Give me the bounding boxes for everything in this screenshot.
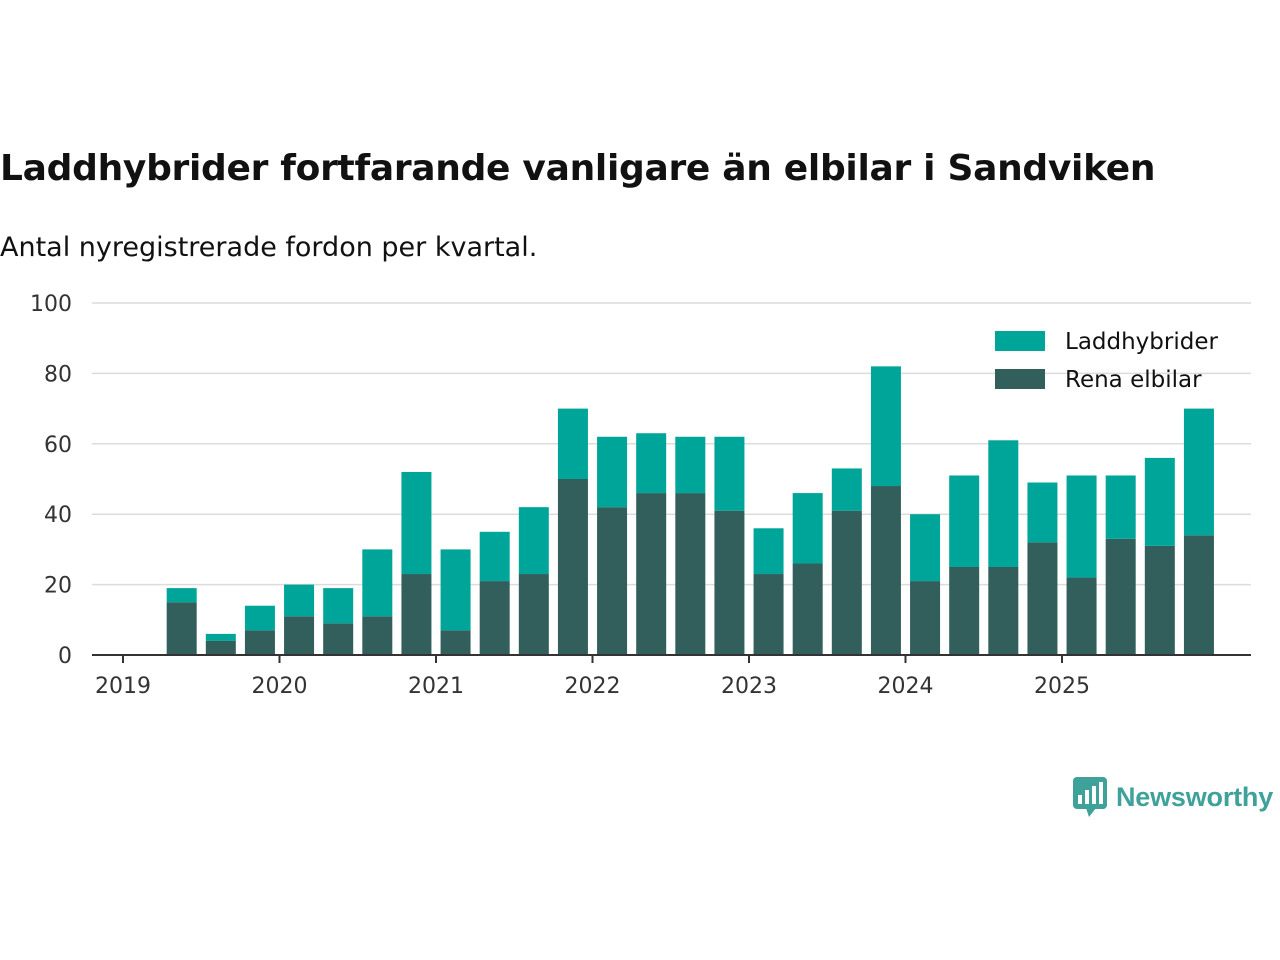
newsworthy-logo: Newsworthy (1072, 776, 1273, 818)
legend-swatch-rena-elbilar (995, 369, 1045, 389)
bar-laddhybrider (831, 468, 862, 511)
bar-rena-elbilar (597, 507, 628, 655)
bar-rena-elbilar (401, 574, 432, 655)
chart-subtitle: Antal nyregistrerade fordon per kvartal. (0, 232, 538, 263)
bar-rena-elbilar (1144, 545, 1175, 655)
bar-rena-elbilar (988, 567, 1019, 655)
bar-rena-elbilar (675, 493, 706, 655)
bar-laddhybrider (362, 549, 393, 617)
bar-rena-elbilar (166, 602, 197, 655)
bar-rena-elbilar (440, 630, 471, 655)
bar-laddhybrider (1183, 408, 1214, 536)
newsworthy-logo-icon (1073, 777, 1107, 817)
bar-laddhybrider (1027, 482, 1058, 543)
y-tick-label: 60 (44, 433, 72, 458)
bar-rena-elbilar (557, 479, 588, 655)
y-axis-ticks: 0 20 40 60 80 100 (30, 292, 72, 669)
bar-laddhybrider (753, 528, 784, 575)
bar-rena-elbilar (323, 623, 354, 655)
x-tick-label: 2023 (721, 674, 777, 699)
legend-label-rena-elbilar: Rena elbilar (1065, 367, 1202, 393)
y-tick-label: 40 (44, 503, 72, 528)
x-tick-label: 2022 (565, 674, 621, 699)
bar-laddhybrider (440, 549, 471, 631)
bar-rena-elbilar (1183, 535, 1214, 655)
bar-rena-elbilar (792, 563, 823, 655)
y-tick-label: 0 (58, 644, 72, 669)
bar-laddhybrider (557, 408, 588, 479)
bar-rena-elbilar (753, 574, 784, 655)
x-tick-label: 2024 (878, 674, 934, 699)
bar-rena-elbilar (244, 630, 275, 655)
y-tick-label: 80 (44, 362, 72, 387)
bar-laddhybrider (401, 471, 432, 575)
bar-laddhybrider (479, 531, 510, 582)
bar-laddhybrider (244, 605, 275, 631)
bar-laddhybrider (323, 588, 354, 624)
bar-rena-elbilar (1027, 542, 1058, 655)
bar-laddhybrider (910, 514, 941, 582)
bar-laddhybrider (949, 475, 980, 567)
bar-laddhybrider (205, 633, 236, 641)
legend-swatch-laddhybrider (995, 331, 1045, 351)
bar-rena-elbilar (910, 581, 941, 655)
bar-rena-elbilar (518, 574, 549, 655)
bar-laddhybrider (988, 440, 1019, 567)
bar-rena-elbilar (205, 640, 236, 655)
legend-label-laddhybrider: Laddhybrider (1065, 329, 1218, 355)
bar-laddhybrider (1105, 475, 1136, 539)
x-axis-ticks: 2019 2020 2021 2022 2023 2024 2025 (95, 655, 1090, 699)
bar-laddhybrider (1066, 475, 1097, 578)
bar-rena-elbilar (870, 486, 901, 655)
legend: Laddhybrider Rena elbilar (995, 329, 1218, 393)
bars (166, 366, 1214, 655)
bar-rena-elbilar (284, 616, 315, 655)
bar-rena-elbilar (949, 567, 980, 655)
bar-rena-elbilar (479, 581, 510, 655)
bar-rena-elbilar (636, 493, 667, 655)
bar-laddhybrider (636, 433, 667, 494)
bar-laddhybrider (792, 493, 823, 564)
newsworthy-brand-name: Newsworthy (1116, 781, 1274, 812)
bar-laddhybrider (870, 366, 901, 487)
x-tick-label: 2019 (95, 674, 151, 699)
bar-laddhybrider (1144, 457, 1175, 546)
bar-laddhybrider (714, 436, 745, 511)
y-tick-label: 20 (44, 574, 72, 599)
bar-laddhybrider (518, 507, 549, 575)
chart-title: Laddhybrider fortfarande vanligare än el… (0, 148, 1156, 189)
bar-rena-elbilar (831, 510, 862, 655)
bar-laddhybrider (284, 584, 315, 617)
bar-laddhybrider (597, 436, 628, 508)
bar-rena-elbilar (362, 616, 393, 655)
bar-laddhybrider (675, 436, 706, 494)
bar-rena-elbilar (1066, 577, 1097, 655)
x-tick-label: 2021 (408, 674, 464, 699)
bar-laddhybrider (166, 588, 197, 603)
y-tick-label: 100 (30, 292, 72, 317)
bar-rena-elbilar (1105, 538, 1136, 655)
x-tick-label: 2025 (1034, 674, 1090, 699)
bar-rena-elbilar (714, 510, 745, 655)
x-tick-label: 2020 (252, 674, 308, 699)
